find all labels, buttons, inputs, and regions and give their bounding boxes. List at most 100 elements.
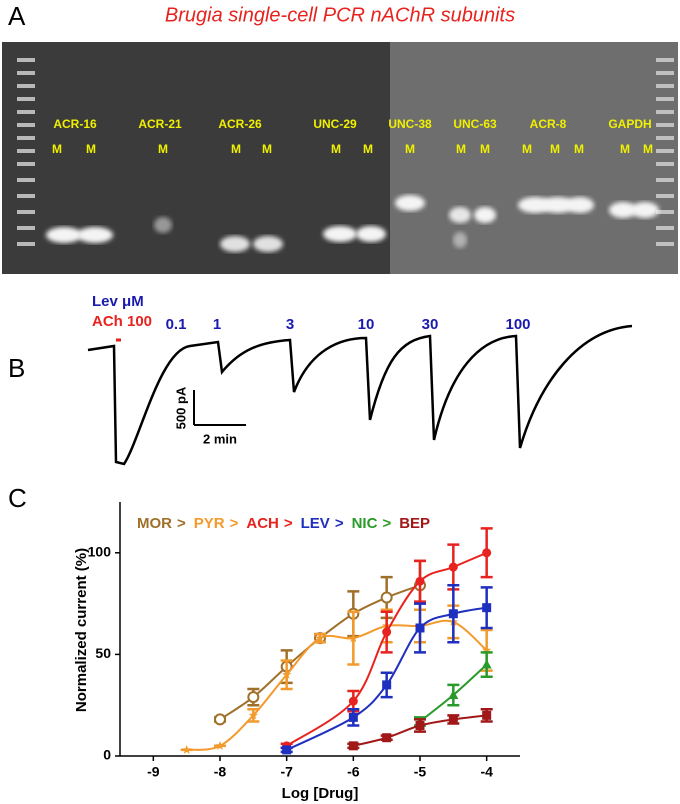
- gene-label: UNC-29: [313, 117, 357, 131]
- ladder-band: [17, 162, 35, 166]
- data-point: [181, 744, 192, 754]
- data-point: [482, 548, 492, 558]
- data-point: [481, 659, 492, 669]
- ladder-band: [656, 226, 674, 230]
- ladder-band: [656, 84, 674, 88]
- legend-entry: NIC: [352, 515, 378, 532]
- panel-label: B: [8, 353, 25, 383]
- x-tick-label: -6: [347, 764, 360, 780]
- dose-label: 3: [286, 316, 294, 333]
- legend-separator: >: [177, 515, 186, 532]
- legend-entry: PYR: [194, 515, 225, 532]
- data-point: [415, 576, 425, 586]
- ladder-band: [656, 149, 674, 153]
- gene-label: UNC-38: [388, 117, 432, 131]
- ladder-band: [17, 58, 35, 62]
- data-point: [348, 712, 358, 722]
- data-point: [282, 745, 292, 755]
- ladder-band: [656, 123, 674, 127]
- y-tick-label: 50: [95, 645, 111, 661]
- ladder-band: [656, 71, 674, 75]
- marker-label: M: [522, 142, 532, 156]
- lev-label: Lev μM: [92, 293, 144, 310]
- gene-label: ACR-8: [530, 117, 567, 131]
- series-line: [186, 619, 488, 751]
- marker-label: M: [643, 142, 653, 156]
- gel-band: [395, 195, 425, 211]
- dose-labels: 0.1 1 3 10 30 100: [166, 316, 531, 333]
- x-tick-label: -5: [414, 764, 427, 780]
- marker-label: M: [363, 142, 373, 156]
- marker-label: M: [231, 142, 241, 156]
- scale-current: 500 pA: [173, 386, 188, 429]
- legend-entry: BEP: [399, 515, 430, 532]
- marker-label: M: [52, 142, 62, 156]
- ladder-band: [17, 123, 35, 127]
- data-point: [382, 680, 392, 690]
- x-tick-label: -7: [280, 764, 293, 780]
- gel-band: [609, 202, 637, 218]
- data-point: [448, 562, 458, 572]
- ladder-band: [17, 71, 35, 75]
- data-point: [215, 740, 225, 750]
- marker-label: M: [480, 142, 490, 156]
- legend-separator: >: [284, 515, 293, 532]
- dose-label: 100: [505, 316, 530, 333]
- ladder-band: [656, 97, 674, 101]
- dose-label: 10: [358, 316, 375, 333]
- ladder-band: [656, 110, 674, 114]
- marker-label: M: [86, 142, 96, 156]
- gel-band: [449, 207, 471, 223]
- panel-label: C: [8, 483, 27, 513]
- ladder-band: [656, 58, 674, 62]
- y-axis-label: Normalized current (%): [73, 548, 90, 712]
- gel-band: [77, 227, 113, 243]
- ladder-band: [656, 178, 674, 182]
- data-point: [448, 609, 458, 619]
- data-point: [380, 591, 393, 604]
- data-point: [348, 633, 359, 643]
- dose-label: 0.1: [166, 316, 187, 333]
- gel-title: Brugia single-cell PCR nAChR subunits: [165, 4, 515, 26]
- gel-band: [154, 217, 172, 233]
- ladder-band: [17, 210, 35, 214]
- gene-label: ACR-21: [138, 117, 182, 131]
- x-tick-label: -9: [147, 764, 160, 780]
- gel-band: [323, 226, 357, 242]
- gel-band: [356, 226, 386, 242]
- gene-label: ACR-16: [53, 117, 97, 131]
- data-point: [448, 690, 459, 700]
- data-point: [214, 713, 226, 726]
- marker-label: M: [158, 142, 168, 156]
- x-tick-label: -4: [480, 764, 493, 780]
- data-point: [382, 627, 392, 637]
- ladder-band: [656, 210, 674, 214]
- ladder-band: [656, 242, 674, 246]
- ladder-band: [17, 178, 35, 182]
- gel-band: [220, 236, 250, 252]
- data-point: [348, 741, 358, 751]
- marker-label: M: [331, 142, 341, 156]
- data-point: [315, 633, 325, 643]
- ladder-band: [17, 97, 35, 101]
- ladder-band: [17, 136, 35, 140]
- data-point: [348, 696, 358, 706]
- y-tick-label: 100: [88, 544, 112, 560]
- marker-label: M: [620, 142, 630, 156]
- panel-label: A: [8, 1, 26, 31]
- data-point: [247, 691, 260, 704]
- data-point: [482, 603, 492, 613]
- legend-separator: >: [230, 515, 239, 532]
- marker-label: M: [550, 142, 560, 156]
- gel-band: [46, 227, 82, 243]
- gel-band: [631, 202, 659, 218]
- legend-separator: >: [335, 515, 344, 532]
- marker-label: M: [262, 142, 272, 156]
- ladder-band: [17, 110, 35, 114]
- gel-band: [474, 207, 496, 223]
- gel-right: [390, 42, 678, 274]
- data-point: [415, 721, 425, 731]
